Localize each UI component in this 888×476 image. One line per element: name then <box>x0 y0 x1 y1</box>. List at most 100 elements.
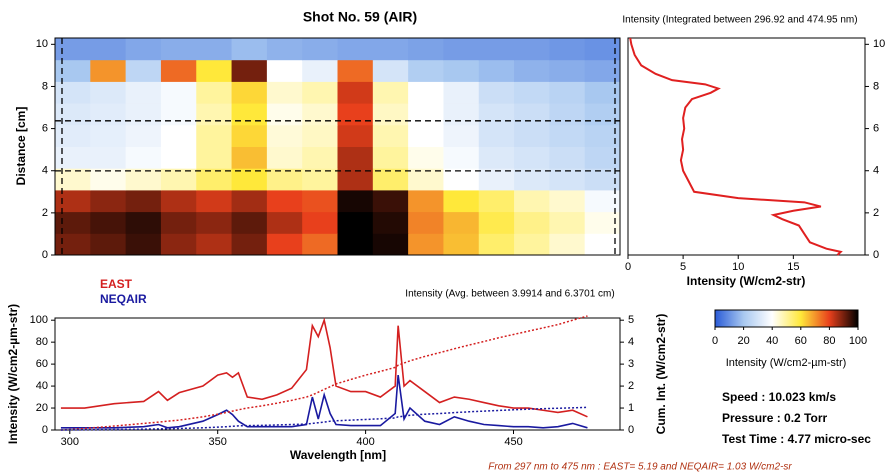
heatmap-cell <box>337 189 374 213</box>
heatmap-cell <box>478 81 515 104</box>
x-tick-label: 350 <box>209 436 227 448</box>
heatmap-cell <box>408 124 444 147</box>
heatmap-cell <box>196 38 233 61</box>
info: Test Time : 4.77 micro-sec <box>722 432 871 446</box>
heatmap-cell <box>302 81 338 104</box>
heatmap-cell <box>160 168 197 191</box>
heatmap-cell <box>231 168 268 191</box>
heatmap-cell <box>160 124 197 147</box>
heatmap-cell <box>408 81 444 104</box>
heatmap-cell <box>90 59 127 82</box>
heatmap-cell <box>372 124 409 147</box>
heatmap-cell <box>408 103 444 126</box>
y2-tick-label: 5 <box>628 314 634 326</box>
heatmap-cell <box>231 81 268 104</box>
profile-title: Intensity (Integrated between 296.92 and… <box>622 15 857 26</box>
x-tick-label: 400 <box>356 436 374 448</box>
heatmap-cell <box>443 103 480 126</box>
heatmap-cell <box>231 233 268 256</box>
heatmap-cell <box>266 189 303 213</box>
y-tick-label: 4 <box>42 165 48 177</box>
heatmap-cell <box>478 189 515 213</box>
heatmap-cell <box>584 124 621 147</box>
heatmap-cell <box>160 211 197 234</box>
heatmap-cell <box>266 59 303 82</box>
y-tick-label: 60 <box>36 358 48 370</box>
heatmap-cell <box>584 38 621 61</box>
heatmap-cell <box>302 211 338 234</box>
heatmap-cell <box>125 146 162 169</box>
heatmap-cell <box>55 211 91 234</box>
y-tick-label: 10 <box>873 38 885 50</box>
colorbar-tick-label: 0 <box>712 335 718 347</box>
heatmap-cell <box>372 168 409 191</box>
heatmap-cell <box>160 189 197 213</box>
heatmap-cell <box>408 146 444 169</box>
y2-tick-label: 0 <box>628 424 634 436</box>
y-tick-label: 6 <box>42 122 48 134</box>
heatmap-cell <box>125 124 162 147</box>
heatmap-cell <box>55 233 91 256</box>
heatmap-cell <box>196 81 233 104</box>
heatmap-cell <box>196 146 233 169</box>
heatmap-cell <box>90 233 127 256</box>
heatmap-cell <box>302 59 338 82</box>
spectrum-subtitle: Intensity (Avg. between 3.9914 and 6.370… <box>405 289 614 300</box>
heatmap-cell <box>372 233 409 256</box>
heatmap-cell <box>266 168 303 191</box>
heatmap-cell <box>266 124 303 147</box>
heatmap-cell <box>408 168 444 191</box>
y-tick-label: 6 <box>873 122 879 134</box>
heatmap-cell <box>125 59 162 82</box>
heatmap-cell <box>125 103 162 126</box>
heatmap-cell <box>231 38 268 61</box>
heatmap-cell <box>549 81 586 104</box>
heatmap-cell <box>443 59 480 82</box>
heatmap-cell <box>302 124 338 147</box>
heatmap-cell <box>90 124 127 147</box>
heatmap-cell <box>55 168 91 191</box>
heatmap-cell <box>196 59 233 82</box>
heatmap-cell <box>196 211 233 234</box>
heatmap-cell <box>231 59 268 82</box>
series-line <box>60 317 588 418</box>
heatmap-cell <box>584 103 621 126</box>
heatmap-cell <box>55 38 91 61</box>
heatmap-cell <box>549 146 586 169</box>
heatmap-cell <box>55 103 91 126</box>
heatmap-cell <box>584 233 621 256</box>
y-tick-label: 80 <box>36 336 48 348</box>
y-tick-label: 2 <box>873 207 879 219</box>
heatmap-cell <box>549 189 586 213</box>
colorbar-tick-label: 80 <box>823 335 835 347</box>
heatmap-cell <box>478 233 515 256</box>
heatmap-cell <box>549 211 586 234</box>
heatmap-cell <box>514 38 550 61</box>
x-tick-label: 5 <box>680 261 686 273</box>
heatmap-cell <box>196 189 233 213</box>
heatmap-cell <box>549 124 586 147</box>
heatmap-cell <box>266 81 303 104</box>
heatmap-cell <box>478 211 515 234</box>
heatmap-cell <box>125 211 162 234</box>
heatmap-cell <box>160 146 197 169</box>
heatmap-cell <box>443 124 480 147</box>
heatmap-cell <box>337 103 374 126</box>
heatmap-cell <box>514 233 550 256</box>
y-tick-label: 0 <box>42 249 48 261</box>
heatmap-cell <box>514 59 550 82</box>
heatmap-cell <box>337 124 374 147</box>
heatmap-cell <box>514 103 550 126</box>
heatmap-cell <box>231 146 268 169</box>
heatmap-cell <box>196 168 233 191</box>
heatmap-cell <box>549 233 586 256</box>
info: Speed : 10.023 km/s <box>722 390 836 404</box>
heatmap-cell <box>125 168 162 191</box>
y2-tick-label: 3 <box>628 358 634 370</box>
heatmap-cell <box>443 189 480 213</box>
heatmap-cell <box>231 211 268 234</box>
heatmap-cell <box>90 81 127 104</box>
y-tick-label: 0 <box>873 249 879 261</box>
heatmap-cell <box>160 103 197 126</box>
heatmap-cell <box>408 59 444 82</box>
